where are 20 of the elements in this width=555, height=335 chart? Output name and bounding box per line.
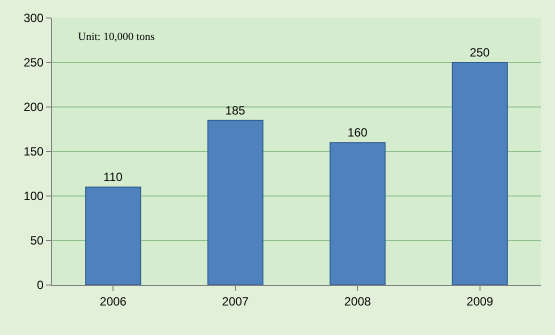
bar	[207, 120, 264, 285]
x-tick-label: 2007	[222, 294, 250, 308]
data-label: 185	[225, 103, 246, 118]
data-label: 250	[470, 46, 490, 60]
annotation: Unit: 10,000 tons	[78, 31, 155, 43]
x-tick-label: 2006	[100, 294, 127, 308]
y-tick-label: 200	[24, 100, 44, 114]
x-tick-label: 2008	[344, 294, 372, 308]
bar	[330, 142, 386, 285]
y-tick-label: 250	[24, 56, 44, 70]
data-label: 110	[103, 170, 123, 184]
bar	[85, 186, 142, 285]
y-tick-label: 150	[24, 144, 44, 159]
y-tick-label: 50	[30, 234, 44, 248]
x-tick-label: 2009	[466, 294, 494, 308]
data-label: 160	[347, 126, 368, 140]
bar	[452, 62, 508, 285]
y-tick-label: 300	[24, 11, 44, 26]
y-tick-label: 0	[36, 278, 44, 292]
y-tick-label: 100	[24, 189, 44, 204]
